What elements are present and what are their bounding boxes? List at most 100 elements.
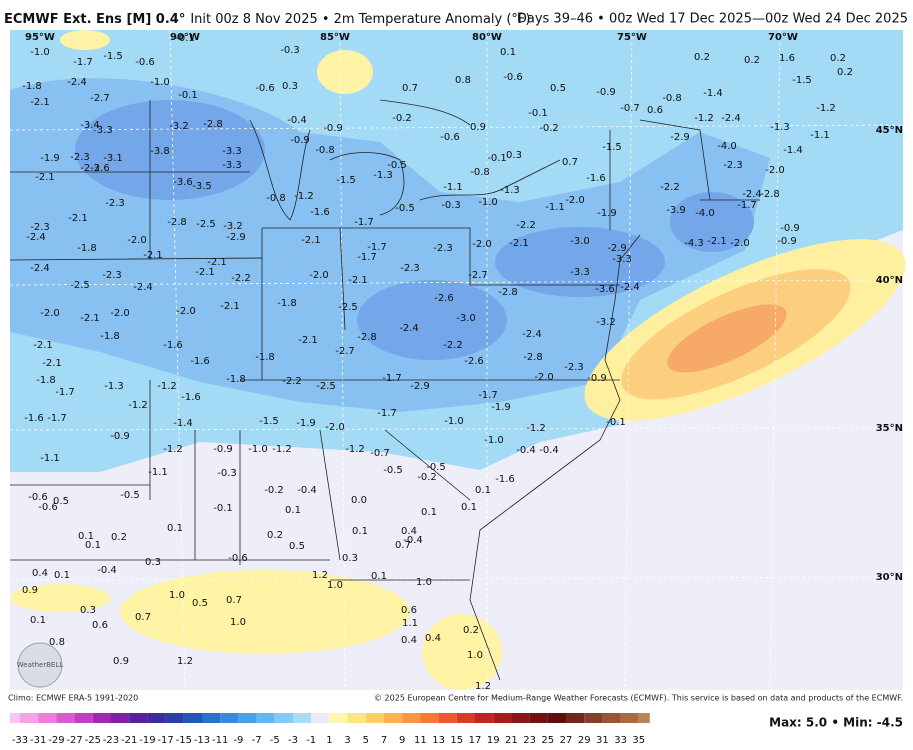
station-value: -1.0 [478, 197, 498, 208]
station-value: 0.3 [506, 150, 522, 161]
station-value: -3.2 [596, 317, 616, 328]
station-value: -1.2 [345, 444, 365, 455]
station-value: -2.0 [40, 308, 60, 319]
station-value: -2.0 [472, 239, 492, 250]
station-value: -2.9 [607, 243, 627, 254]
colorbar-swatch [293, 713, 312, 723]
station-value: -2.3 [80, 163, 100, 174]
station-value: -1.4 [783, 145, 803, 156]
station-value: 0.4 [401, 635, 417, 646]
station-value: -0.9 [290, 135, 310, 146]
colorbar-label: 9 [399, 735, 405, 746]
station-value: 1.2 [177, 656, 193, 667]
station-value: -1.7 [478, 390, 498, 401]
colorbar-swatch [56, 713, 75, 723]
station-value: -2.1 [220, 301, 240, 312]
station-value: -0.6 [440, 132, 460, 143]
station-value: -1.2 [816, 103, 836, 114]
colorbar-label: -25 [85, 735, 101, 746]
colorbar-label: -15 [176, 735, 192, 746]
station-value: -2.5 [196, 219, 216, 230]
colorbar-label: 35 [632, 735, 645, 746]
station-value: -0.4 [539, 445, 559, 456]
colorbar-label: -21 [121, 735, 137, 746]
station-value: 0.3 [342, 553, 358, 564]
station-value: -1.9 [597, 208, 617, 219]
station-value: -1.6 [190, 356, 210, 367]
station-value: -0.6 [28, 492, 48, 503]
station-value: -1.1 [443, 182, 463, 193]
station-value: 0.3 [145, 557, 161, 568]
colorbar-swatch [147, 713, 166, 723]
station-value: -0.1 [175, 33, 195, 44]
station-value: -2.0 [730, 238, 750, 249]
station-value: 1.2 [312, 570, 328, 581]
colorbar-swatch [311, 713, 330, 723]
station-value: -1.0 [484, 435, 504, 446]
station-value: -3.8 [150, 146, 170, 157]
station-value: -4.0 [717, 141, 737, 152]
colorbar-swatch [384, 713, 403, 723]
station-value: -0.1 [528, 108, 548, 119]
station-value: -3.3 [93, 125, 113, 136]
station-value: -3.4 [80, 120, 100, 131]
station-value: -2.8 [760, 189, 780, 200]
station-value: -1.8 [226, 374, 246, 385]
station-value: -1.3 [770, 122, 790, 133]
colorbar-swatch [183, 713, 202, 723]
station-value: -2.0 [309, 270, 329, 281]
station-value: 0.7 [135, 612, 151, 623]
station-value: -1.8 [100, 331, 120, 342]
colorbar-swatch [620, 713, 639, 723]
copyright: © 2025 European Centre for Medium-Range … [374, 694, 903, 703]
station-value: -2.0 [127, 235, 147, 246]
colorbar-label: -1 [306, 735, 316, 746]
station-value: -0.9 [110, 431, 130, 442]
colorbar-swatch [475, 713, 494, 723]
colorbar-label: -17 [157, 735, 173, 746]
colorbar-swatch [20, 713, 39, 723]
colorbar-label: -11 [212, 735, 228, 746]
station-value: -2.8 [203, 119, 223, 130]
station-value: -2.1 [195, 267, 215, 278]
station-value: -2.0 [534, 372, 554, 383]
logo-text: WeatherBELL [17, 661, 64, 669]
station-value: -2.0 [176, 306, 196, 317]
colorbar-label: 29 [578, 735, 591, 746]
station-value: -1.5 [259, 416, 279, 427]
station-value: -2.6 [464, 356, 484, 367]
station-value: -0.5 [120, 490, 140, 501]
station-value: 0.1 [285, 505, 301, 516]
station-value: -0.6 [228, 553, 248, 564]
colorbar-label: -23 [103, 735, 119, 746]
station-value: -1.4 [703, 88, 723, 99]
station-value: 0.2 [111, 532, 127, 543]
longitude-label: 70°W [768, 32, 798, 43]
station-value: -2.7 [90, 93, 110, 104]
station-value: -2.1 [298, 335, 318, 346]
station-value: -0.8 [315, 145, 335, 156]
colorbar-swatch [365, 713, 384, 723]
station-value: -1.6 [24, 413, 44, 424]
station-value: 0.1 [78, 531, 94, 542]
station-value: -1.2 [272, 444, 292, 455]
station-value: -2.1 [68, 213, 88, 224]
colorbar-label: 11 [414, 735, 427, 746]
colorbar-label: 7 [381, 735, 387, 746]
station-value: -1.2 [526, 423, 546, 434]
station-value: 0.3 [80, 605, 96, 616]
station-value: -0.9 [780, 223, 800, 234]
station-value: -3.3 [570, 267, 590, 278]
max-min: Max: 5.0 • Min: -4.5 [769, 716, 903, 730]
station-value: 0.1 [371, 571, 387, 582]
latitude-label: 40°N [876, 275, 903, 286]
station-value: 0.7 [395, 540, 411, 551]
station-value: -0.8 [662, 93, 682, 104]
station-value: -2.4 [399, 323, 419, 334]
longitude-label: 80°W [472, 32, 502, 43]
station-value: -2.4 [30, 263, 50, 274]
colorbar-label: -5 [270, 735, 280, 746]
field-dark-orange [667, 304, 787, 373]
station-value: 0.5 [289, 541, 305, 552]
station-value: 0.2 [830, 53, 846, 64]
